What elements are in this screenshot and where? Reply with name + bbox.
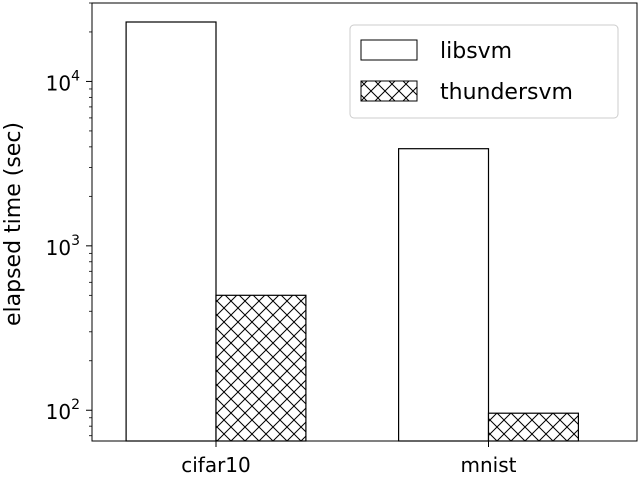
y-tick-base: 10: [46, 236, 71, 260]
bar-thundersvm-mnist: [487, 412, 580, 442]
x-axis: cifar10 mnist: [181, 441, 517, 477]
x-tick-label: mnist: [460, 453, 516, 477]
bar-libsvm-cifar10: [125, 21, 217, 442]
y-axis-label: elapsed time (sec): [1, 122, 26, 326]
bar-thundersvm-cifar10: [215, 294, 307, 442]
y-tick-exponent: 4: [71, 68, 80, 84]
plot-area: [91, 2, 638, 442]
legend-swatch-libsvm: [360, 39, 418, 61]
bar-libsvm-mnist: [398, 148, 490, 442]
legend: libsvm thundersvm: [349, 24, 619, 119]
legend-label-libsvm: libsvm: [440, 39, 512, 64]
y-tick-exponent: 3: [71, 233, 80, 249]
legend-label-thundersvm: thundersvm: [440, 80, 573, 105]
plot-frame: [91, 2, 638, 442]
x-tick-label: cifar10: [181, 453, 251, 477]
y-tick-label: 104: [46, 68, 80, 95]
y-tick-label: 103: [46, 233, 80, 260]
y-tick-base: 10: [46, 71, 71, 95]
y-tick-base: 10: [46, 400, 71, 424]
legend-swatch-thundersvm: [360, 80, 418, 102]
y-tick-label: 102: [46, 397, 80, 424]
y-tick-exponent: 2: [71, 397, 80, 413]
